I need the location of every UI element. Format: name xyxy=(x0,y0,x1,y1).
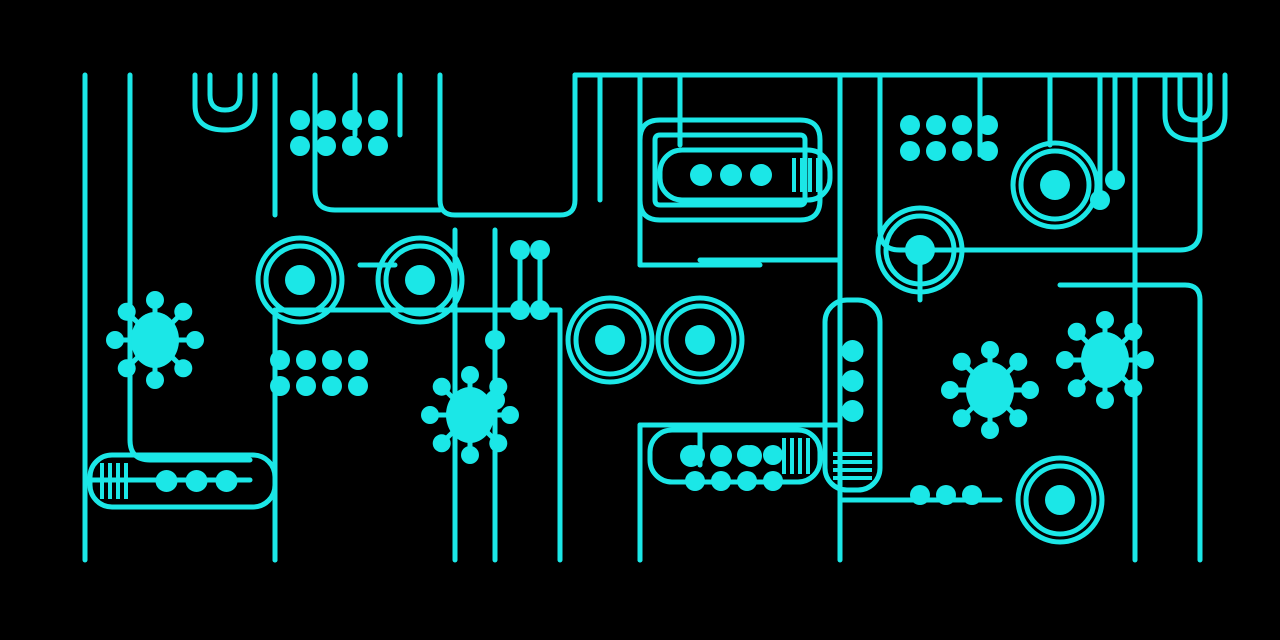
stem-cap xyxy=(530,300,550,320)
stem-cap xyxy=(530,240,550,260)
starburst-node-0 xyxy=(106,291,204,389)
stem-cap xyxy=(510,300,530,320)
starburst-node-3 xyxy=(1056,311,1154,409)
dot-grid-4 xyxy=(910,485,982,505)
stem-cap xyxy=(1105,170,1125,190)
starburst-node-1 xyxy=(421,366,519,464)
stem-cap xyxy=(510,240,530,260)
starburst-node-2 xyxy=(941,341,1039,439)
circuit-diagram xyxy=(0,0,1280,640)
stem-cap xyxy=(485,330,505,350)
